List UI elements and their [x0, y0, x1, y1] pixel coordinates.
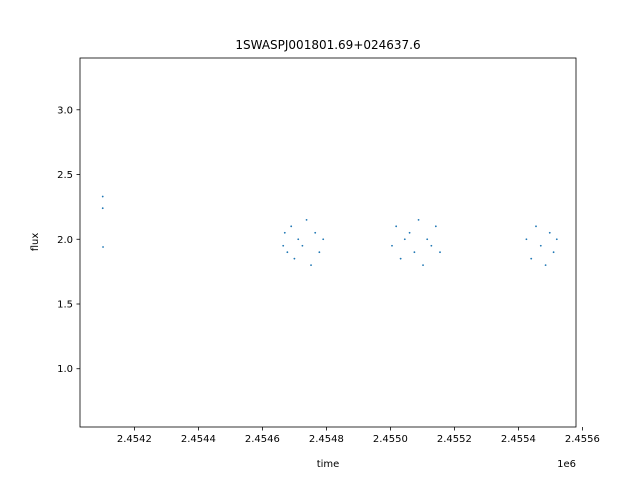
- data-point: [552, 251, 555, 254]
- data-point: [310, 264, 312, 267]
- plot-frame: [79, 57, 577, 428]
- data-point: [101, 207, 104, 210]
- x-axis-offset-label: 1e6: [557, 459, 576, 470]
- data-point: [417, 218, 420, 221]
- data-point: [318, 251, 321, 254]
- data-point: [301, 244, 304, 247]
- data-point: [544, 264, 547, 267]
- data-point: [530, 257, 533, 260]
- data-point: [102, 246, 104, 248]
- data-point: [434, 225, 437, 228]
- y-tick-label: 2.0: [57, 235, 73, 246]
- y-tick-label: 2.5: [57, 170, 73, 181]
- data-points: [101, 195, 558, 267]
- x-tick-label: 2.4546: [245, 434, 280, 445]
- chart-title: 1SWASPJ001801.69+024637.6: [235, 38, 420, 52]
- data-point: [314, 231, 317, 234]
- data-point: [305, 218, 308, 221]
- data-point: [399, 257, 402, 260]
- x-tick-label: 2.4556: [565, 434, 600, 445]
- data-point: [403, 238, 406, 241]
- data-point: [535, 225, 537, 228]
- data-point: [439, 251, 441, 254]
- data-point: [101, 195, 104, 198]
- y-tick-label: 1.5: [57, 300, 73, 311]
- data-point: [430, 244, 433, 247]
- x-tick-label: 2.4552: [437, 434, 472, 445]
- data-point: [408, 231, 411, 234]
- y-axis-ticks: 1.0 1.5 2.0 2.5 3.0: [57, 105, 80, 375]
- y-tick-label: 1.0: [57, 364, 73, 375]
- x-tick-label: 2.4542: [117, 434, 152, 445]
- data-point: [283, 231, 286, 234]
- x-axis-label: time: [317, 459, 340, 470]
- data-point: [413, 251, 416, 254]
- y-axis-label: flux: [30, 233, 41, 252]
- y-tick-label: 3.0: [57, 105, 73, 116]
- data-point: [548, 231, 551, 234]
- data-point: [426, 238, 429, 241]
- x-tick-label: 2.4554: [501, 434, 536, 445]
- data-point: [282, 244, 285, 247]
- data-point: [422, 264, 424, 267]
- data-point: [286, 251, 289, 254]
- data-point: [297, 238, 300, 241]
- x-tick-label: 2.4550: [373, 434, 408, 445]
- x-tick-label: 2.4544: [181, 434, 216, 445]
- data-point: [293, 257, 296, 260]
- data-point: [395, 225, 398, 228]
- data-point: [322, 238, 325, 241]
- x-axis-ticks: 2.4542 2.4544 2.4546 2.4548 2.4550 2.4552 2.45…: [117, 427, 600, 445]
- x-tick-label: 2.4548: [309, 434, 344, 445]
- data-point: [555, 238, 558, 241]
- data-point: [539, 244, 542, 247]
- data-point: [290, 225, 293, 228]
- data-point: [525, 238, 528, 241]
- data-point: [391, 244, 393, 247]
